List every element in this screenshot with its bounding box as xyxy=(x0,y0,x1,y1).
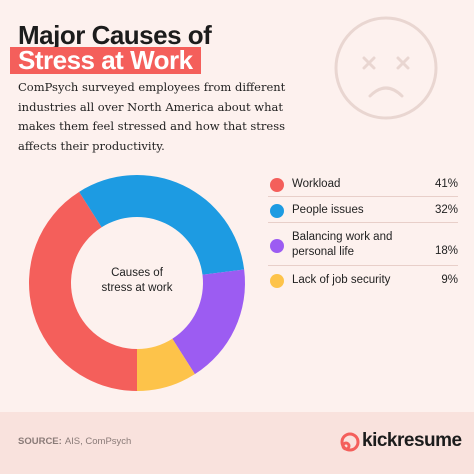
legend-marker xyxy=(270,239,284,253)
sad-face-icon xyxy=(334,16,438,120)
legend-label: Lack of job security xyxy=(292,274,391,286)
legend-marker xyxy=(270,204,284,218)
legend-label: Balancing work and personal life xyxy=(292,231,393,258)
legend-item: Workload 41% xyxy=(268,178,458,210)
donut-segment xyxy=(79,175,245,275)
title-line: Major Causes of xyxy=(18,20,212,50)
legend-separator xyxy=(268,196,458,197)
donut-segment xyxy=(137,338,195,391)
brand-icon xyxy=(340,432,360,452)
legend-item: Lack of job security 9% xyxy=(268,274,458,306)
legend-item: Balancing work and personal life 18% xyxy=(268,231,458,263)
description: ComPsych surveyed employees from differe… xyxy=(18,80,286,153)
source: SOURCE: AIS, ComPsych xyxy=(18,436,131,447)
value-label: 9% xyxy=(441,274,458,286)
source-text: AIS, ComPsych xyxy=(64,436,132,447)
legend-label: People issues xyxy=(292,204,364,216)
donut-segment xyxy=(29,191,137,391)
title-highlight: Stress at Work xyxy=(10,47,201,74)
legend-label: Workload xyxy=(292,178,341,190)
center-label: Causes of stress at work xyxy=(101,267,173,294)
value-label: 41% xyxy=(434,178,458,190)
legend-marker xyxy=(270,274,284,288)
source-label: SOURCE: xyxy=(18,436,62,447)
donut-segment xyxy=(172,269,245,375)
legend-marker xyxy=(270,178,284,192)
legend-separator xyxy=(268,222,458,223)
value-label: 18% xyxy=(434,245,458,257)
legend-item: People issues 32% xyxy=(268,204,458,236)
brand: kickresume xyxy=(362,430,462,451)
legend-separator xyxy=(268,265,458,266)
footer xyxy=(0,412,474,474)
value-label: 32% xyxy=(434,204,458,216)
